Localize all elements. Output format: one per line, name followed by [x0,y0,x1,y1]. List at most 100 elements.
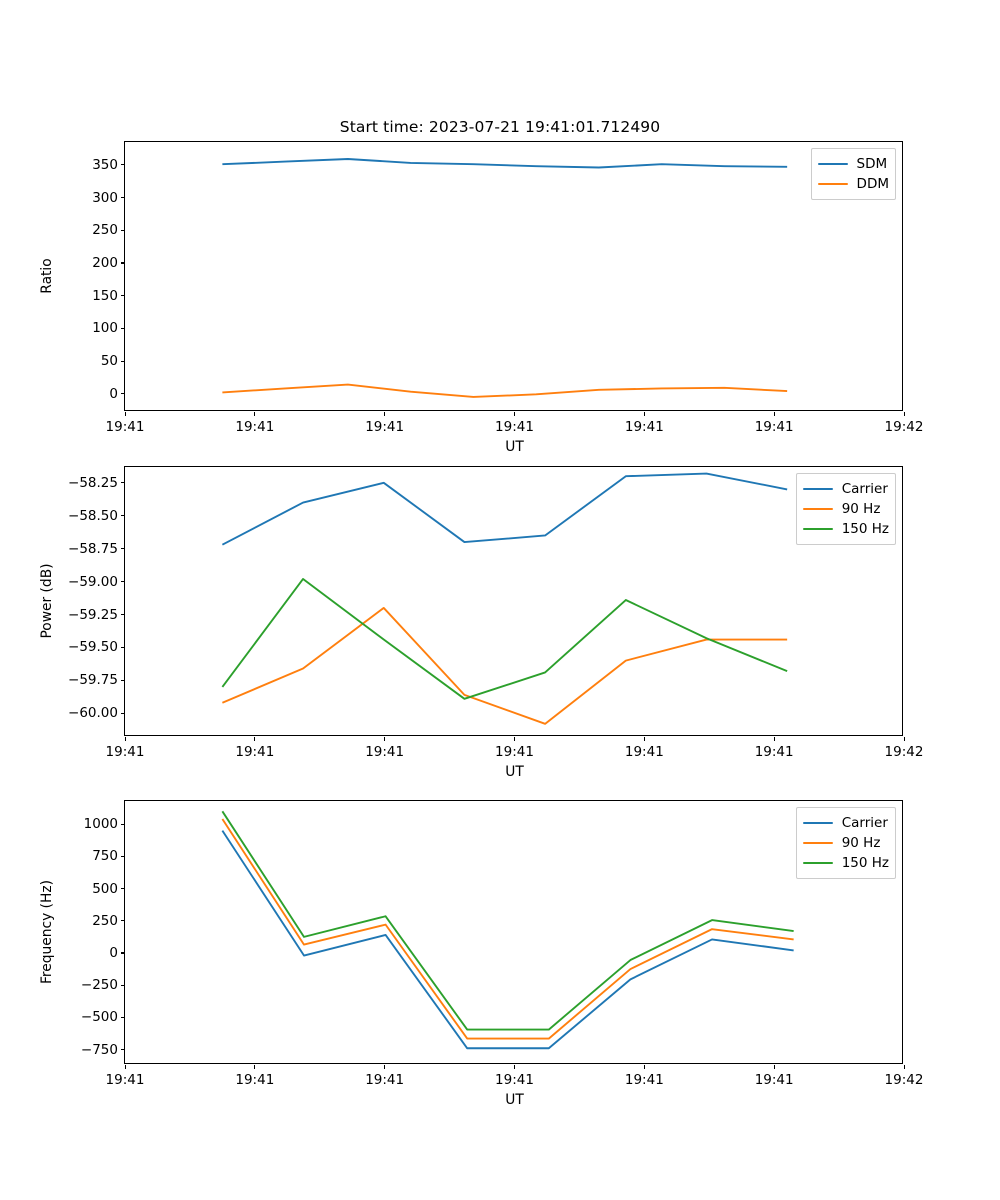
legend-item: Carrier [802,479,889,499]
y-tick-label: 100 [92,320,118,337]
series-line-90-hz [222,606,788,725]
legend-item: 150 Hz [802,519,889,539]
x-tick-mark [384,737,386,741]
x-tick-mark [773,737,775,741]
y-tick-mark [121,1016,125,1018]
series-line-ddm [222,383,788,398]
legend-color-swatch [817,163,848,165]
subplot-frequency: −750 −500 −250 0 250 500 750 1000 19:41 19:41 19:4… [39,800,923,1108]
x-tick-label: 19:41 [495,419,534,435]
x-axis-label: UT [505,764,524,780]
x-tick-mark [514,412,516,416]
legend-item: SDM [817,154,889,174]
y-tick-label: −58.25 [68,474,118,491]
y-tick-label: −250 [80,977,118,994]
series-line-90-hz [221,818,794,1040]
plot-lines [222,158,788,398]
legend-label: Carrier [841,815,888,831]
x-tick-label: 19:41 [624,419,664,435]
y-tick-mark [121,515,125,517]
y-tick-mark [121,548,125,550]
legend-color-swatch [802,528,833,530]
legend-item: DDM [817,174,889,194]
y-tick-label: 300 [92,189,118,206]
y-tick-label: 0 [109,944,118,961]
legend-color-swatch [802,842,833,844]
x-tick-label: 19:41 [365,1072,405,1088]
series-line-carrier [221,830,794,1050]
y-tick-label: 0 [109,385,118,402]
y-tick-mark [121,482,125,484]
legend-item: Carrier [802,813,889,833]
legend: SDM DDM [810,148,896,200]
x-tick-label: 19:41 [235,1072,275,1088]
x-tick-mark [643,737,645,741]
y-tick-label: −59.25 [68,606,118,623]
x-tick-mark [643,1065,645,1069]
y-tick-label: −59.50 [68,639,118,656]
x-tick-label: 19:41 [624,1072,664,1088]
x-tick-mark [254,412,256,416]
y-tick-mark [121,920,125,922]
y-tick-mark [121,888,125,890]
y-tick-mark [121,952,125,954]
y-tick-mark [121,614,125,616]
x-tick-label: 19:41 [105,744,145,760]
y-tick-mark [121,581,125,583]
y-tick-label: −58.50 [68,507,118,524]
x-tick-label: 19:41 [235,744,275,760]
y-tick-mark [121,823,125,825]
x-tick-label: 19:42 [884,744,924,760]
y-tick-label: −750 [80,1041,118,1058]
legend-label: 90 Hz [841,501,881,517]
legend-item: 90 Hz [802,499,889,519]
y-axis-label: Frequency (Hz) [39,879,55,985]
y-tick-mark [121,855,125,857]
series-line-150-hz [221,578,788,700]
x-tick-label: 19:42 [884,419,924,435]
x-tick-mark [124,1065,126,1069]
legend-item: 150 Hz [802,853,889,873]
x-tick-mark [773,412,775,416]
x-tick-label: 19:41 [495,1072,534,1088]
figure-title: Start time: 2023-07-21 19:41:01.712490 [339,118,661,136]
legend-label: 90 Hz [841,835,881,851]
legend-label: SDM [856,156,888,172]
legend: Carrier 90 Hz 150 Hz [795,807,896,879]
y-tick-label: 250 [92,222,118,239]
y-tick-label: 200 [92,254,118,271]
series-line-carrier [221,472,788,546]
y-tick-mark [121,295,125,297]
plot-lines [221,472,788,725]
y-tick-label: −500 [80,1009,118,1026]
x-tick-label: 19:41 [754,419,794,435]
series-line-sdm [222,158,788,169]
legend-label: 150 Hz [841,855,889,871]
series-line-150-hz [221,810,794,1031]
x-tick-label: 19:41 [235,419,275,435]
y-tick-mark [121,262,125,264]
y-tick-label: −59.00 [68,573,118,590]
x-tick-label: 19:41 [754,1072,794,1088]
y-tick-label: 1000 [83,816,118,833]
x-tick-label: 19:41 [495,744,534,760]
x-tick-mark [773,1065,775,1069]
legend-color-swatch [802,822,833,824]
y-tick-mark [121,984,125,986]
x-tick-mark [384,412,386,416]
x-tick-mark [384,1065,386,1069]
x-axis-label: UT [505,1092,524,1108]
x-tick-label: 19:41 [105,1072,145,1088]
legend-color-swatch [802,488,833,490]
x-tick-label: 19:41 [754,744,794,760]
x-tick-mark [643,412,645,416]
y-tick-mark [121,646,125,649]
x-tick-mark [254,1065,256,1069]
y-tick-mark [121,679,125,681]
x-tick-mark [124,737,126,741]
legend-color-swatch [802,508,833,510]
subplot-power: −58.25 −58.50 −58.75 −59.00 −59.25 −59.50 −59.… [39,466,923,780]
y-tick-mark [121,197,125,199]
subplot-ratio: 0 50 100 150 200 250 300 350 19:41 19:41 19:41 19:4… [39,141,923,455]
